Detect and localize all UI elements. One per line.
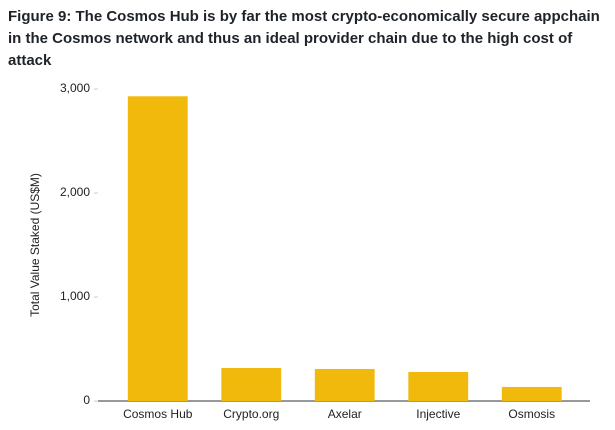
x-tick-label: Axelar — [328, 407, 362, 421]
y-tick-label: 2,000 — [60, 185, 90, 199]
bar — [127, 96, 188, 401]
chart-title: Figure 9: The Cosmos Hub is by far the m… — [8, 8, 600, 69]
bar — [314, 368, 375, 401]
y-tick-label: 1,000 — [60, 289, 90, 303]
y-axis-label: Total Value Staked (US$M) — [28, 173, 42, 317]
y-tick-label: 0 — [83, 393, 90, 407]
x-tick-label: Injective — [416, 407, 460, 421]
y-tick-label: 3,000 — [60, 81, 90, 95]
bar — [221, 368, 282, 401]
x-tick-label: Osmosis — [508, 407, 555, 421]
x-tick-label: Cosmos Hub — [123, 407, 193, 421]
bar — [501, 386, 562, 401]
bar — [408, 371, 469, 401]
x-tick-label: Crypto.org — [223, 407, 279, 421]
